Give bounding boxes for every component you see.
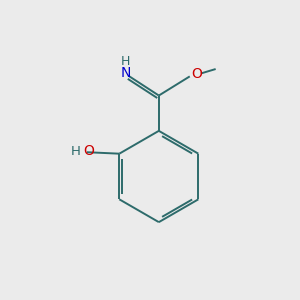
Text: O: O (83, 144, 94, 158)
Text: N: N (121, 66, 131, 80)
Text: H: H (121, 55, 130, 68)
Text: O: O (191, 67, 202, 81)
Text: H: H (71, 145, 81, 158)
